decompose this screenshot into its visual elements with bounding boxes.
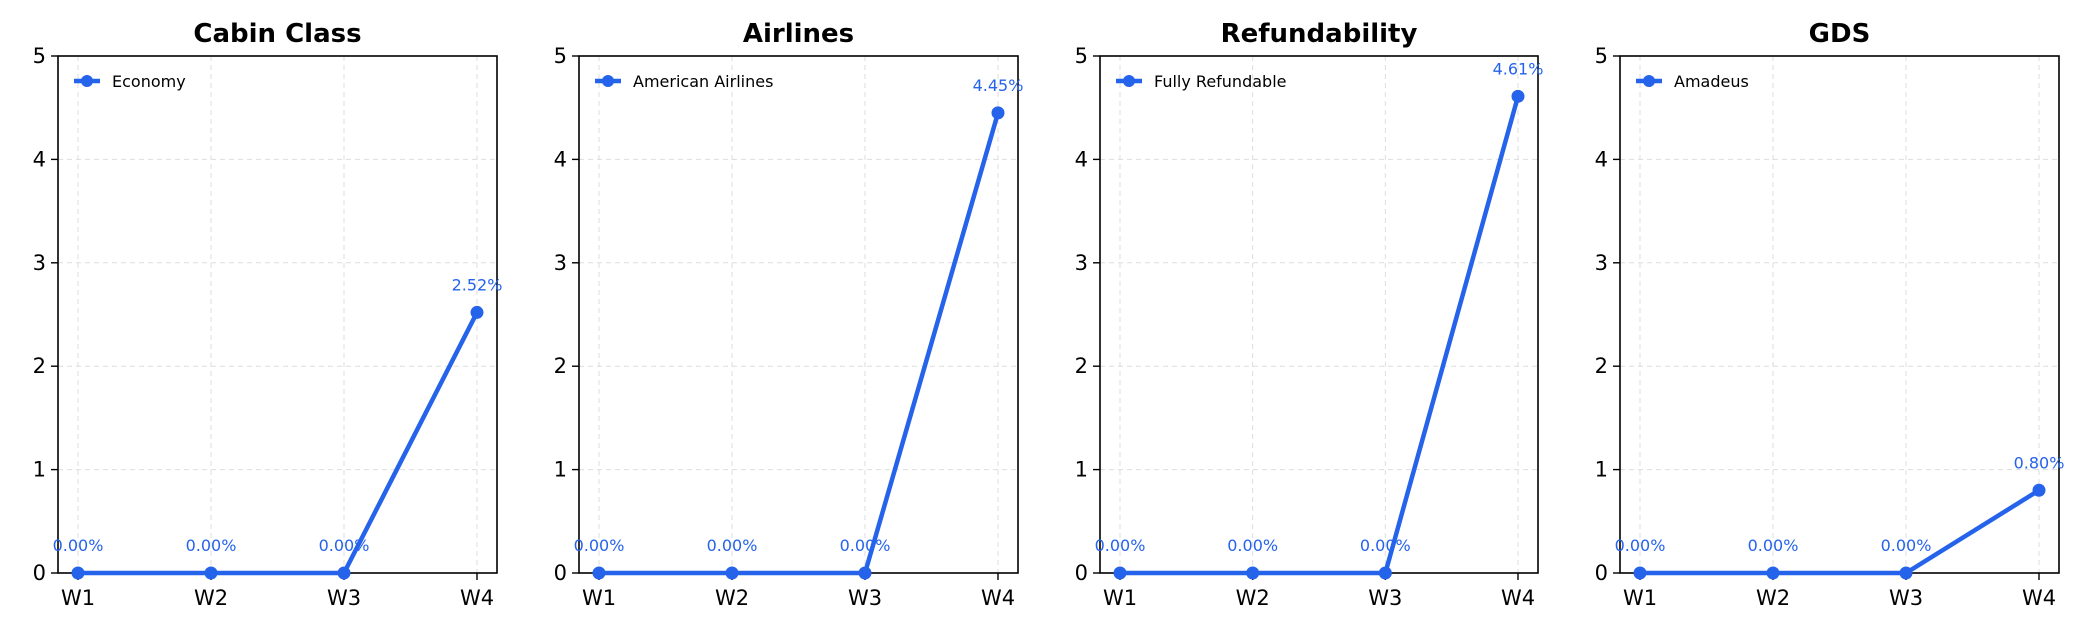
chart-title: Refundability <box>1221 19 1418 49</box>
data-label: 2.52% <box>452 275 503 294</box>
legend-label: American Airlines <box>633 72 773 91</box>
data-label: 0.00% <box>1615 536 1666 555</box>
y-tick-label: 1 <box>1595 458 1608 482</box>
y-tick-label: 5 <box>554 44 567 68</box>
data-label: 0.00% <box>1748 536 1799 555</box>
data-point <box>1113 566 1127 580</box>
legend-label: Economy <box>112 72 186 91</box>
x-tick-label: W1 <box>582 586 616 610</box>
data-label: 0.00% <box>574 536 625 555</box>
x-tick-label: W3 <box>327 586 361 610</box>
y-tick-label: 1 <box>33 458 46 482</box>
data-label: 4.61% <box>1493 59 1544 78</box>
x-tick-label: W3 <box>848 586 882 610</box>
data-label: 0.00% <box>707 536 758 555</box>
x-tick-label: W3 <box>1368 586 1402 610</box>
data-label: 0.00% <box>1360 536 1411 555</box>
y-tick-label: 0 <box>554 561 567 585</box>
y-tick-label: 2 <box>1075 354 1088 378</box>
x-tick-label: W4 <box>981 586 1015 610</box>
plot-frame <box>1099 55 1539 574</box>
y-tick-label: 2 <box>554 354 567 378</box>
y-tick-label: 4 <box>1075 147 1088 171</box>
x-tick-label: W1 <box>61 586 95 610</box>
data-point <box>991 106 1005 120</box>
legend-label: Fully Refundable <box>1154 72 1286 91</box>
data-point <box>725 566 739 580</box>
data-label: 0.00% <box>319 536 370 555</box>
data-point <box>1511 89 1525 103</box>
chart-title: GDS <box>1809 19 1871 49</box>
x-tick-label: W4 <box>460 586 494 610</box>
y-tick-label: 4 <box>1595 147 1608 171</box>
chart-panel-2: 0 1 2 3 4 5 W1 W2 W3 W4 Airlines 0.00% 0.00% 0.00% 4.4… <box>554 19 1024 610</box>
y-tick-label: 3 <box>1075 251 1088 275</box>
legend-marker <box>81 75 93 87</box>
legend-marker <box>602 75 614 87</box>
legend-marker <box>1643 75 1655 87</box>
x-tick-label: W2 <box>1756 586 1790 610</box>
chart-panel-4: 0 1 2 3 4 5 W1 W2 W3 W4 GDS 0.00% 0.00% 0.00% 0.80% Ama… <box>1595 19 2065 610</box>
y-tick-label: 0 <box>1075 561 1088 585</box>
data-label: 0.00% <box>1095 536 1146 555</box>
data-label: 0.00% <box>1227 536 1278 555</box>
y-tick-label: 2 <box>1595 354 1608 378</box>
x-tick-label: W2 <box>1236 586 1270 610</box>
x-tick-label: W2 <box>194 586 228 610</box>
chart-title: Cabin Class <box>193 19 361 49</box>
data-label: 0.00% <box>1881 536 1932 555</box>
y-tick-label: 1 <box>1075 458 1088 482</box>
series-line <box>1117 94 1521 576</box>
data-label: 0.00% <box>840 536 891 555</box>
data-label: 0.00% <box>186 536 237 555</box>
data-label: 0.00% <box>53 536 104 555</box>
y-tick-label: 4 <box>554 147 567 171</box>
legend-marker <box>1123 75 1135 87</box>
data-point <box>1766 566 1780 580</box>
y-tick-label: 3 <box>1595 251 1608 275</box>
chart-panel-1: 0 1 2 3 4 5 W1 W2 W3 W4 Cabin Class 0.00% 0.00% 0.00%… <box>33 19 503 610</box>
x-tick-label: W3 <box>1889 586 1923 610</box>
x-tick-label: W1 <box>1623 586 1657 610</box>
y-tick-label: 5 <box>1075 44 1088 68</box>
data-point <box>1246 566 1260 580</box>
plot-frame <box>57 55 498 574</box>
data-point <box>858 566 872 580</box>
chart-panel-3: 0 1 2 3 4 5 W1 W2 W3 W4 Refundability 0.00% 0.00% 0.0… <box>1075 19 1544 610</box>
y-tick-label: 5 <box>33 44 46 68</box>
y-tick-label: 5 <box>1595 44 1608 68</box>
y-tick-label: 0 <box>1595 561 1608 585</box>
series-line <box>1637 488 2042 576</box>
data-point <box>1899 566 1913 580</box>
x-tick-label: W4 <box>2022 586 2056 610</box>
data-label: 4.45% <box>973 76 1024 95</box>
y-tick-label: 2 <box>33 354 46 378</box>
data-point <box>204 566 218 580</box>
x-tick-label: W1 <box>1103 586 1137 610</box>
x-tick-label: W2 <box>715 586 749 610</box>
data-point <box>1633 566 1647 580</box>
y-tick-label: 3 <box>33 251 46 275</box>
y-tick-label: 1 <box>554 458 567 482</box>
data-point <box>71 566 85 580</box>
data-point <box>592 566 606 580</box>
data-point <box>337 566 351 580</box>
y-tick-label: 4 <box>33 147 46 171</box>
plot-frame <box>1619 55 2060 574</box>
series-line <box>596 110 1001 576</box>
legend-label: Amadeus <box>1674 72 1749 91</box>
data-label: 0.80% <box>2014 453 2065 472</box>
plot-frame <box>578 55 1019 574</box>
y-tick-label: 0 <box>33 561 46 585</box>
x-tick-label: W4 <box>1501 586 1535 610</box>
data-point <box>470 305 484 319</box>
chart-title: Airlines <box>743 19 854 49</box>
data-point <box>1378 566 1392 580</box>
y-tick-label: 3 <box>554 251 567 275</box>
data-point <box>2032 483 2046 497</box>
series-line <box>75 310 480 576</box>
